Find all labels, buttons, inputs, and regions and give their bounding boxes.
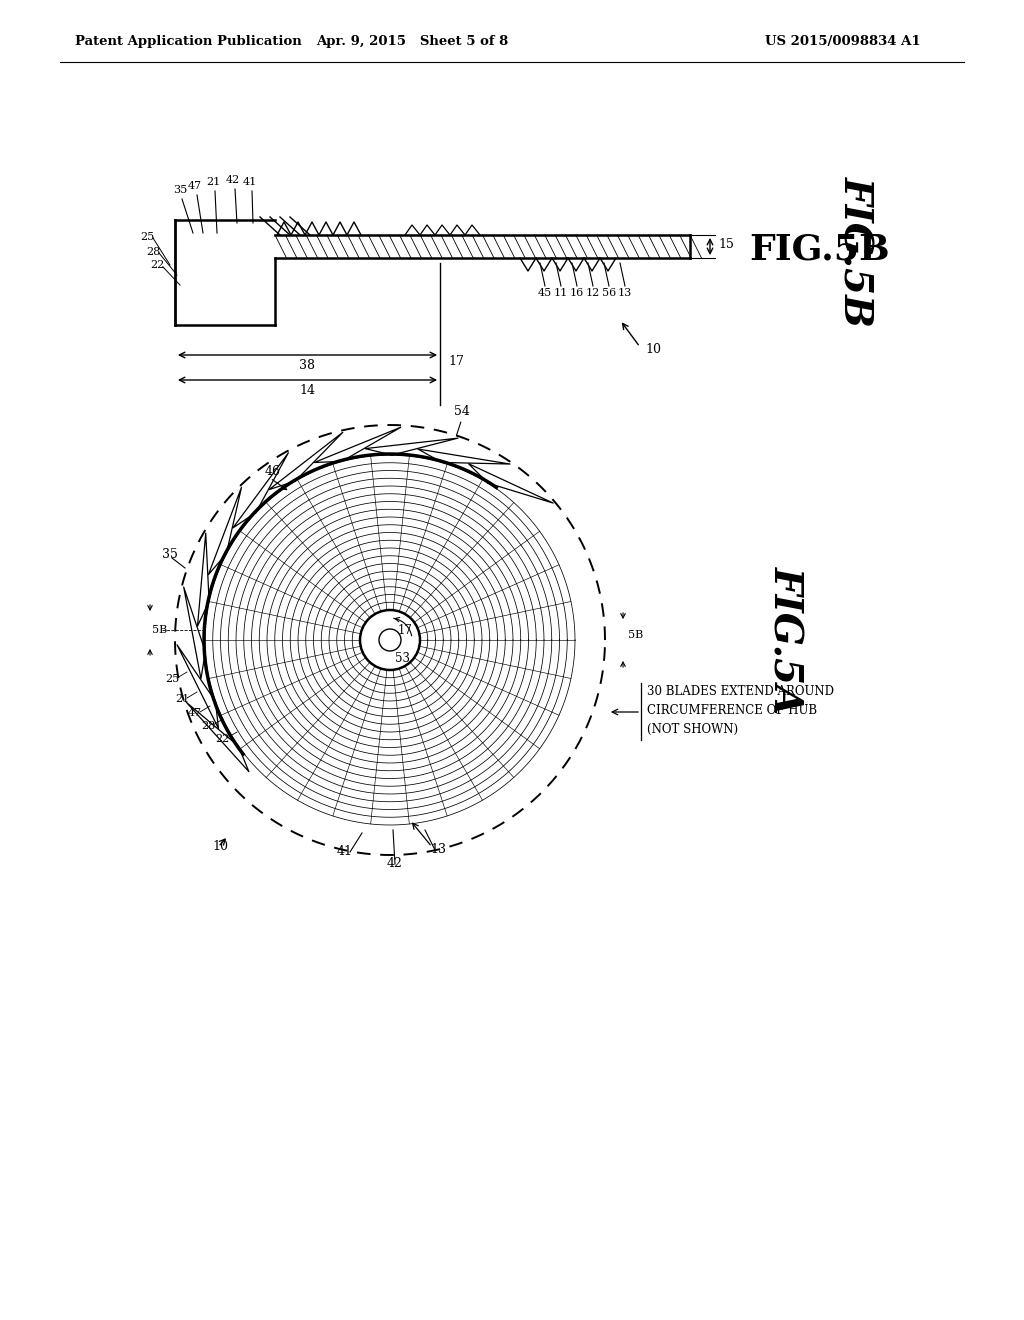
Text: 53: 53 [395,652,410,665]
Text: 15: 15 [718,238,734,251]
Text: 10: 10 [212,840,228,853]
Text: 11: 11 [554,288,568,298]
Text: 47: 47 [188,708,202,718]
Text: 35: 35 [162,548,178,561]
Text: 13: 13 [430,843,446,855]
Text: 21: 21 [206,177,220,187]
Text: 56: 56 [602,288,616,298]
Text: 30 BLADES EXTEND AROUND
CIRCUMFERENCE OF HUB
(NOT SHOWN): 30 BLADES EXTEND AROUND CIRCUMFERENCE OF… [647,685,834,737]
Text: 22: 22 [150,260,164,271]
Text: 41: 41 [243,177,257,187]
Text: Apr. 9, 2015   Sheet 5 of 8: Apr. 9, 2015 Sheet 5 of 8 [315,36,508,49]
Text: 46: 46 [265,465,281,478]
Text: 35: 35 [173,185,187,195]
Circle shape [360,610,420,671]
Text: 25: 25 [165,675,179,684]
Text: 10: 10 [645,343,662,356]
Text: Patent Application Publication: Patent Application Publication [75,36,302,49]
Text: US 2015/0098834 A1: US 2015/0098834 A1 [765,36,921,49]
Text: 22: 22 [215,734,229,744]
Text: FIG.5B: FIG.5B [836,177,874,327]
Text: 28: 28 [201,721,215,731]
Text: 54: 54 [454,405,470,418]
Text: 14: 14 [299,384,315,397]
Text: 5B: 5B [152,624,167,635]
Text: 17: 17 [449,355,464,368]
Text: 47: 47 [188,181,202,191]
Text: 42: 42 [387,857,402,870]
Text: FIG.5A: FIG.5A [766,566,804,714]
Text: 5B: 5B [628,630,643,640]
Text: FIG.5B: FIG.5B [750,234,890,267]
Text: 42: 42 [226,176,240,185]
Text: 12: 12 [586,288,600,298]
Text: 41: 41 [337,845,353,858]
Text: 28: 28 [145,247,160,257]
Text: 16: 16 [570,288,584,298]
Text: 17: 17 [398,623,413,636]
Text: 25: 25 [140,232,155,242]
Text: 45: 45 [538,288,552,298]
Text: 13: 13 [617,288,632,298]
Text: 38: 38 [299,359,315,372]
Text: 21: 21 [175,694,189,704]
